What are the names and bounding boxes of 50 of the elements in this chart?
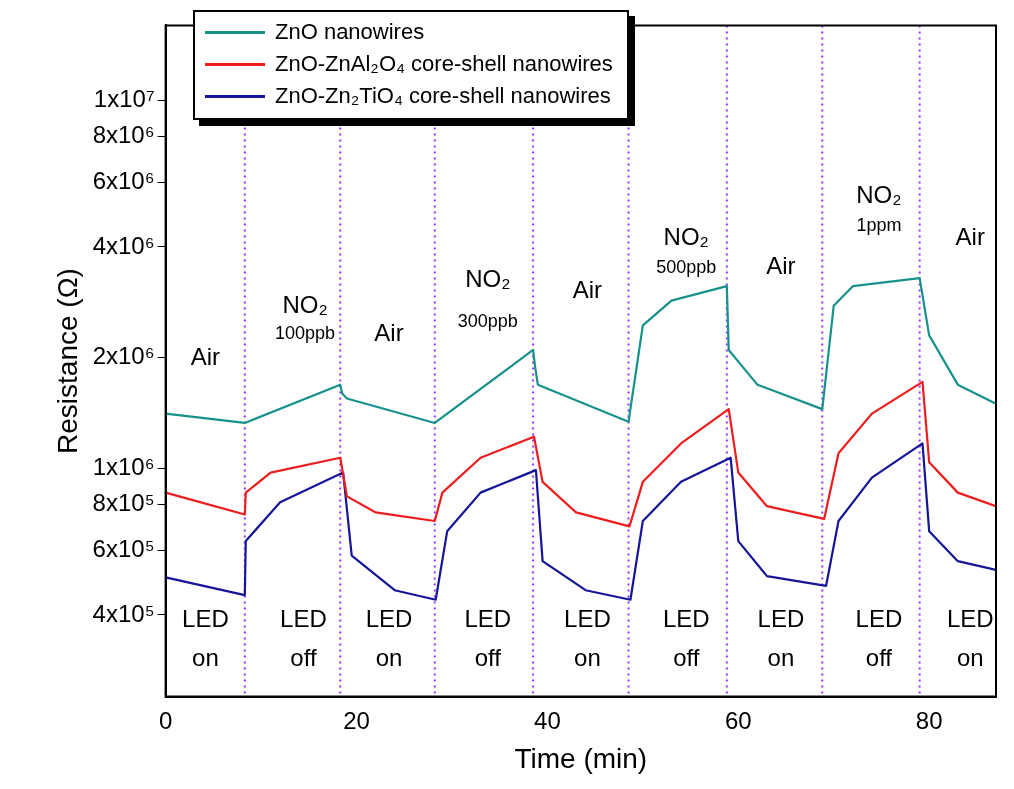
annotation: LED: [757, 604, 805, 632]
legend-label: ZnO nanowires: [275, 19, 425, 45]
annotation: Air: [955, 222, 985, 250]
annotation: NO₂: [465, 265, 511, 293]
annotation: on: [574, 644, 601, 672]
y-tick-label: 1x10⁷: [93, 85, 155, 113]
annotation: off: [865, 644, 893, 672]
y-tick-label: 4x10⁶: [92, 231, 155, 259]
annotation: LED: [464, 604, 512, 632]
annotation: LED: [855, 604, 903, 632]
annotation: 300ppb: [457, 311, 518, 332]
annotation: Air: [190, 342, 221, 370]
annotation: off: [474, 644, 502, 672]
y-tick-label: 2x10⁶: [92, 342, 155, 370]
x-tick-label: 80: [915, 706, 943, 734]
x-tick-label: 0: [158, 706, 173, 734]
y-tick-label: 8x10⁶: [92, 120, 155, 148]
annotation: LED: [365, 604, 413, 632]
annotation: LED: [946, 604, 994, 632]
annotation: LED: [564, 604, 611, 632]
annotation: Air: [572, 276, 603, 304]
annotation: NO₂: [663, 223, 709, 251]
annotation: 500ppb: [656, 256, 717, 277]
annotation: on: [956, 644, 984, 672]
y-tick-label: 6x10⁵: [92, 534, 155, 562]
annotation: Air: [766, 252, 796, 280]
legend-label: ZnO-Zn₂TiO₄ core-shell nanowires: [275, 83, 611, 109]
annotation: NO₂: [282, 291, 328, 319]
y-tick-label: 1x10⁶: [92, 453, 155, 481]
annotation: on: [192, 644, 219, 672]
x-tick-label: 20: [343, 706, 370, 734]
annotation: on: [767, 644, 795, 672]
annotation: 1ppm: [856, 215, 902, 236]
y-axis-title: Resistance (Ω): [51, 268, 83, 454]
annotation: LED: [182, 604, 229, 632]
annotation: NO₂: [856, 181, 902, 209]
y-tick-label: 8x10⁵: [92, 488, 155, 516]
y-tick-label: 4x10⁵: [92, 599, 155, 627]
annotation: off: [290, 644, 317, 672]
x-axis-title: Time (min): [514, 742, 648, 774]
annotation: off: [673, 644, 700, 672]
annotation: on: [375, 644, 403, 672]
x-tick-label: 40: [534, 706, 561, 734]
annotation: Air: [374, 318, 404, 346]
legend-label: ZnO-ZnAl₂O₄ core-shell nanowires: [275, 51, 613, 77]
x-tick-label: 60: [724, 706, 752, 734]
annotation: LED: [280, 604, 327, 632]
y-tick-label: 6x10⁶: [92, 166, 155, 194]
annotation: LED: [662, 604, 710, 632]
annotation: 100ppb: [275, 323, 336, 344]
